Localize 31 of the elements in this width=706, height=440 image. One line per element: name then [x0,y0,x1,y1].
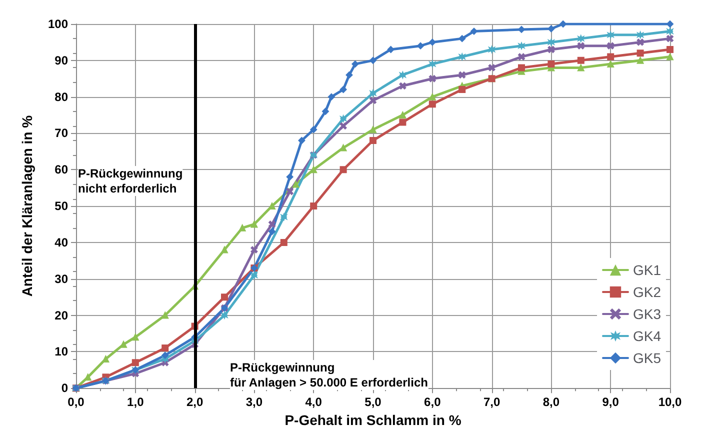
legend-label: GK2 [632,284,662,300]
x-tick-label: 9,0 [602,395,620,410]
annotation: P-Rückgewinnung für Anlagen > 50.000 E erforderlich [230,360,428,390]
y-axis-title: Anteil der Kläranlagen in % [19,114,35,297]
y-tick-label: 80 [54,90,68,104]
y-tick-label: 50 [54,199,68,214]
x-tick-label: 6,0 [424,395,442,410]
y-tick-label: 20 [54,308,68,322]
x-tick-label: 3,0 [246,395,263,410]
y-tick-label: 0 [61,381,68,396]
x-tick-label: 1,0 [127,395,144,410]
annotation: P-Rückgewinnung nicht erforderlich [78,166,183,196]
x-tick-label: 8,0 [542,395,560,410]
y-tick-label: 10 [54,344,68,359]
x-axis-title: P-Gehalt im Schlamm in % [284,412,462,428]
y-tick-label: 70 [54,126,68,140]
x-tick-label: 5,0 [364,395,382,410]
x-tick-label: 10,0 [658,395,682,410]
x-tick-label: 0,0 [68,395,85,410]
y-tick-label: 90 [54,53,68,68]
x-tick-label: 4,0 [305,395,322,410]
legend-label: GK4 [632,328,662,344]
y-tick-label: 40 [54,235,68,250]
y-tick-label: 100 [48,17,68,31]
legend-label: GK1 [632,262,662,278]
y-tick-label: 60 [54,162,68,177]
y-tick-label: 30 [54,272,68,286]
legend-label: GK3 [632,306,662,322]
legend-label: GK5 [632,350,662,366]
x-tick-label: 7,0 [483,395,500,410]
x-tick-label: 2,0 [186,395,204,410]
